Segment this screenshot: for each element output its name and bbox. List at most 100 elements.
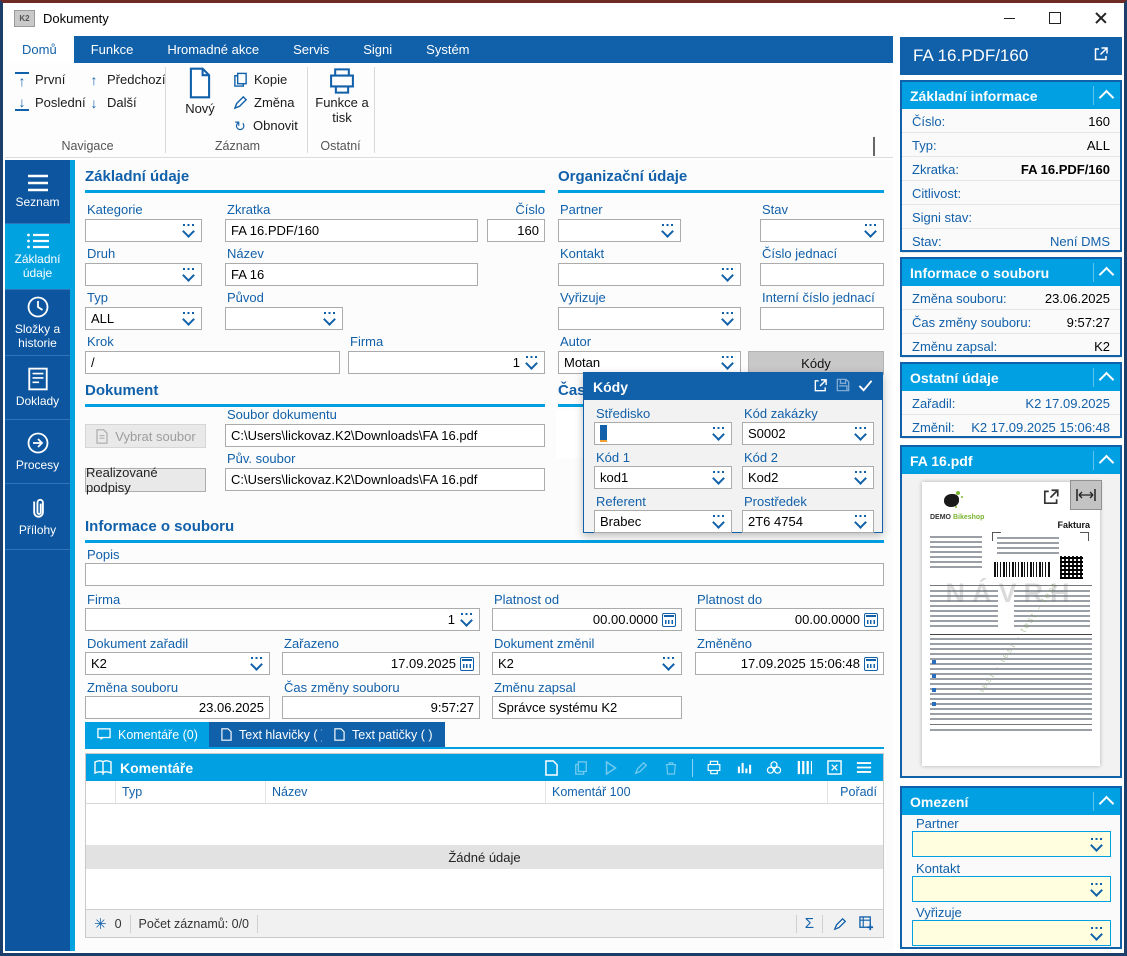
soubor-dokumentu-field[interactable]: C:\Users\lickovaz.K2\Downloads\FA 16.pdf xyxy=(225,424,545,447)
dropdown-icon[interactable] xyxy=(661,656,676,671)
tab-funkce[interactable]: Funkce xyxy=(74,36,151,63)
collapse-section-icon[interactable] xyxy=(1099,266,1115,282)
stredisko-field[interactable] xyxy=(594,422,732,445)
sidebar-item-prilohy[interactable]: Přílohy xyxy=(5,484,70,550)
firma-field[interactable]: 1 xyxy=(348,351,545,374)
change-button[interactable]: Změna xyxy=(233,92,294,113)
dropdown-icon[interactable] xyxy=(720,311,735,326)
add-table-icon[interactable] xyxy=(857,913,875,935)
close-button[interactable] xyxy=(1078,3,1124,33)
dropdown-icon[interactable] xyxy=(181,223,196,238)
tab-hromadne-akce[interactable]: Hromadné akce xyxy=(150,36,276,63)
calendar-icon[interactable] xyxy=(460,657,474,671)
tab-domu[interactable]: Domů xyxy=(5,36,74,63)
dropdown-icon[interactable] xyxy=(181,311,196,326)
run-icon[interactable] xyxy=(600,757,622,779)
column-nazev[interactable]: Název xyxy=(266,781,546,803)
stav-field[interactable] xyxy=(760,219,884,242)
sidebar-item-procesy[interactable]: Procesy xyxy=(5,420,70,484)
dropdown-icon[interactable] xyxy=(853,470,868,485)
zarazeno-field[interactable]: 17.09.2025 xyxy=(282,652,480,675)
dropdown-icon[interactable] xyxy=(1089,837,1104,852)
prostredek-field[interactable]: 2T6 4754 xyxy=(742,510,874,533)
collapse-section-icon[interactable] xyxy=(1099,795,1115,811)
copy-button[interactable]: Kopie xyxy=(233,69,287,90)
dropdown-icon[interactable] xyxy=(1089,926,1104,941)
kod-zakazky-field[interactable]: S0002 xyxy=(742,422,874,445)
partner-field[interactable] xyxy=(558,219,681,242)
tab-system[interactable]: Systém xyxy=(409,36,486,63)
sum-icon[interactable]: Σ xyxy=(805,915,814,932)
puv-soubor-field[interactable]: C:\Users\lickovaz.K2\Downloads\FA 16.pdf xyxy=(225,468,545,491)
edit-record-icon[interactable] xyxy=(630,757,652,779)
panel-section-header[interactable]: Ostatní údaje xyxy=(902,364,1120,391)
nazev-field[interactable]: FA 16 xyxy=(225,263,478,286)
dropdown-icon[interactable] xyxy=(863,223,878,238)
pdf-page-preview[interactable]: DEMO Bikeshop Faktura NÁVRH test - test … xyxy=(922,482,1100,766)
column-typ[interactable]: Typ xyxy=(116,781,266,803)
popis-field[interactable] xyxy=(85,563,884,586)
tab-text-hlavicky[interactable]: Text hlavičky ( ) xyxy=(209,722,337,747)
puvod-field[interactable] xyxy=(225,307,343,330)
tab-servis[interactable]: Servis xyxy=(276,36,346,63)
omezeni-vyrizuje-field[interactable] xyxy=(912,920,1111,946)
sidebar-item-slozky-historie[interactable]: Složky a historie xyxy=(5,290,70,356)
calendar-icon[interactable] xyxy=(662,613,676,627)
collapse-section-icon[interactable] xyxy=(1099,89,1115,105)
delete-record-icon[interactable] xyxy=(660,757,682,779)
new-record-icon[interactable] xyxy=(540,757,562,779)
dropdown-icon[interactable] xyxy=(711,514,726,529)
cislo-jednaci-field[interactable] xyxy=(760,263,884,286)
realized-signatures-button[interactable]: Realizované podpisy xyxy=(85,468,206,492)
omezeni-kontakt-field[interactable] xyxy=(912,876,1111,902)
maximize-button[interactable] xyxy=(1032,3,1078,33)
calendar-icon[interactable] xyxy=(864,657,878,671)
cislo-field[interactable]: 160 xyxy=(487,219,545,242)
select-file-button[interactable]: Vybrat soubor xyxy=(85,424,206,448)
kody-popup-titlebar[interactable]: Kódy xyxy=(584,373,882,400)
sidebar-item-zakladni-udaje[interactable]: Základní údaje xyxy=(5,224,70,290)
copy-record-icon[interactable] xyxy=(570,757,592,779)
krok-field[interactable]: / xyxy=(85,351,340,374)
dropdown-icon[interactable] xyxy=(660,223,675,238)
kategorie-field[interactable] xyxy=(85,219,202,242)
collapse-ribbon-button[interactable] xyxy=(873,139,875,157)
dropdown-icon[interactable] xyxy=(249,656,264,671)
dropdown-icon[interactable] xyxy=(1089,882,1104,897)
dropdown-icon[interactable] xyxy=(181,267,196,282)
preview-external-link-button[interactable] xyxy=(1038,484,1064,510)
vyrizuje-field[interactable] xyxy=(558,307,741,330)
zmenu-zapsal-field[interactable]: Správce systému K2 xyxy=(492,696,682,719)
panel-section-header[interactable]: Informace o souboru xyxy=(902,259,1120,286)
collapse-section-icon[interactable] xyxy=(1099,371,1115,387)
dropdown-icon[interactable] xyxy=(711,470,726,485)
dropdown-icon[interactable] xyxy=(524,355,539,370)
fit-width-button[interactable] xyxy=(1070,480,1102,510)
zkratka-field[interactable]: FA 16.PDF/160 xyxy=(225,219,478,242)
calendar-icon[interactable] xyxy=(864,613,878,627)
refresh-button[interactable]: ↻ Obnovit xyxy=(233,115,298,136)
zmeneno-field[interactable]: 17.09.2025 15:06:48 xyxy=(695,652,884,675)
dokument-zaradil-field[interactable]: K2 xyxy=(85,652,270,675)
dropdown-icon[interactable] xyxy=(853,514,868,529)
print-grid-icon[interactable] xyxy=(703,757,725,779)
dropdown-icon[interactable] xyxy=(720,355,735,370)
chart-icon[interactable] xyxy=(733,757,755,779)
dropdown-icon[interactable] xyxy=(322,311,337,326)
kod1-field[interactable]: kod1 xyxy=(594,466,732,489)
tab-signi[interactable]: Signi xyxy=(346,36,409,63)
dokument-zmenil-field[interactable]: K2 xyxy=(492,652,682,675)
popup-confirm-icon[interactable] xyxy=(858,379,873,395)
kontakt-field[interactable] xyxy=(558,263,741,286)
tab-komentare[interactable]: Komentáře (0) xyxy=(85,722,210,747)
panel-section-header[interactable]: FA 16.pdf xyxy=(902,447,1120,474)
platnost-od-field[interactable]: 00.00.0000 xyxy=(492,608,682,631)
druh-field[interactable] xyxy=(85,263,202,286)
popup-external-link-icon[interactable] xyxy=(813,378,828,396)
first-button[interactable]: ↑První xyxy=(15,69,65,90)
quick-edit-icon[interactable] xyxy=(831,913,849,935)
panel-section-header[interactable]: Omezení xyxy=(902,788,1120,815)
column-poradi[interactable]: Pořadí xyxy=(828,781,883,803)
referent-field[interactable]: Brabec xyxy=(594,510,732,533)
kod2-field[interactable]: Kod2 xyxy=(742,466,874,489)
